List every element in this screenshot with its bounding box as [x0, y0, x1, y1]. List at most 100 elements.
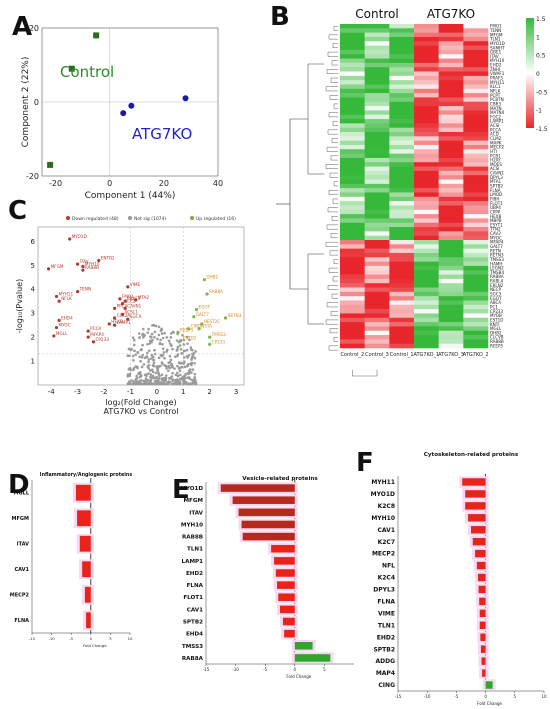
row-label: MFAP4: [490, 240, 504, 245]
ns-point: [151, 374, 155, 378]
heatmap-cell: [414, 214, 439, 219]
heatmap-cell: [389, 114, 415, 120]
x-tick-label: 5: [323, 667, 326, 672]
heatmap-cell: [414, 24, 439, 29]
heatmap-cell: [463, 270, 489, 275]
ns-point: [152, 376, 156, 380]
ns-point: [186, 364, 190, 367]
heatmap-cell: [438, 45, 464, 51]
de-point: [112, 316, 117, 320]
ns-point: [147, 363, 151, 367]
de-point-label: SGCA: [130, 314, 142, 319]
heatmap-cell: [364, 144, 390, 150]
heatmap-cell: [389, 274, 415, 280]
heatmap-cell: [438, 36, 464, 42]
ns-point: [151, 370, 155, 374]
de-point-label: DHB2: [206, 275, 218, 280]
row-label: FOC2: [490, 114, 501, 119]
dendrogram-branch: [333, 25, 338, 31]
heatmap-cell: [414, 278, 439, 284]
ns-point: [176, 364, 179, 368]
heatmap-cell: [463, 192, 489, 198]
heatmap-cell: [438, 175, 464, 180]
row-label: HEXB: [490, 214, 501, 219]
bar: [462, 478, 486, 486]
heatmap-cell: [364, 28, 390, 33]
ns-point: [143, 334, 147, 337]
ns-point: [191, 348, 194, 352]
x-tick-label: 3: [234, 388, 238, 396]
heatmap-cell: [463, 252, 489, 258]
heatmap-cell: [364, 257, 390, 262]
ns-point: [182, 362, 186, 366]
dendrogram-branch: [326, 302, 338, 308]
heatmap-cell: [463, 183, 489, 189]
heatmap-cell: [414, 257, 439, 262]
ns-point: [180, 352, 184, 355]
heatmap-cell: [438, 291, 464, 297]
category-label: MYO1D: [371, 491, 395, 498]
ns-point: [184, 381, 188, 385]
bar: [294, 642, 313, 650]
column-label: Control_1: [390, 352, 414, 358]
ns-point: [161, 382, 164, 385]
bar: [465, 502, 486, 510]
heatmap-cell: [340, 88, 365, 94]
row-label: RAB8B: [490, 339, 504, 344]
ns-point: [169, 336, 173, 339]
heatmap-cell: [438, 257, 464, 262]
heatmap-cell: [340, 188, 365, 193]
heatmap-cell: [364, 75, 390, 81]
heatmap-cell: [463, 170, 489, 176]
row-label: FIBH: [490, 196, 499, 201]
heatmap-cell: [364, 71, 390, 77]
dendrogram-branch: [333, 181, 338, 187]
chart-title: ATG7KO vs Control: [103, 407, 178, 416]
pca-plot: -20 0 20 40 20 0 -20 Component 1 (44%) Component…: [21, 24, 223, 201]
heatmap-cell: [340, 192, 365, 198]
de-point: [120, 312, 125, 316]
y-tick-label: 5: [31, 262, 35, 270]
row-label: MOES: [490, 162, 502, 167]
heatmap-cell: [438, 231, 464, 236]
de-point-label: ENTB2: [101, 256, 115, 261]
heatmap-cell: [438, 97, 464, 103]
category-label: MECP2: [372, 551, 395, 558]
heatmap-cell: [340, 41, 365, 46]
heatmap-cell: [463, 222, 489, 228]
heatmap-cell: [389, 153, 415, 159]
row-label: SAMHT: [490, 45, 505, 50]
heatmap-cell: [340, 24, 365, 29]
heatmap-cell: [414, 93, 439, 98]
dendrogram-branch: [332, 276, 338, 282]
row-label: PCPT: [490, 93, 501, 98]
ns-point: [163, 356, 166, 360]
bar: [82, 561, 91, 578]
de-point-label: MYO1D: [72, 234, 87, 239]
ns-point: [156, 369, 159, 373]
heatmap-cell: [364, 244, 390, 249]
ns-point: [174, 373, 178, 377]
dendrogram-branch: [325, 86, 338, 92]
x-tick-label: 10: [541, 694, 547, 699]
heatmap-cell: [389, 75, 415, 81]
heatmap-cell: [340, 240, 365, 245]
ns-point: [147, 360, 150, 364]
ns-point: [187, 369, 191, 373]
row-label: RAB8A: [490, 274, 504, 279]
heatmap-cell: [364, 248, 390, 254]
row-label: MYH10: [490, 58, 505, 63]
category-label: CING: [378, 682, 395, 689]
heatmap-cell: [438, 283, 464, 288]
heatmap-cell: [389, 244, 415, 249]
ns-point: [142, 382, 146, 386]
ns-point: [127, 354, 131, 357]
ns-point: [128, 374, 132, 378]
heatmap-cell: [389, 218, 415, 224]
heatmap-cell: [438, 201, 464, 206]
row-label: CP233: [490, 309, 504, 314]
heatmap-cell: [414, 326, 439, 332]
heatmap-cell: [340, 75, 365, 81]
heatmap-cell: [340, 28, 365, 33]
ns-point: [148, 342, 152, 345]
